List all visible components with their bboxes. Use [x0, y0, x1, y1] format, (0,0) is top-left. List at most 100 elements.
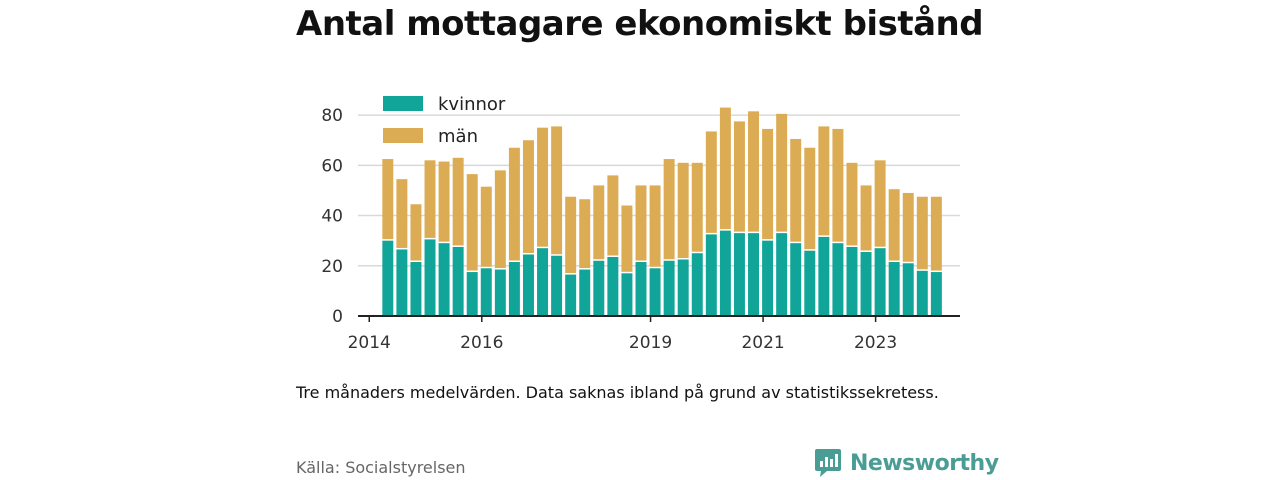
source-text: Källa: Socialstyrelsen — [296, 458, 466, 477]
bar-man — [438, 161, 450, 242]
x-tick-label: 2016 — [460, 333, 503, 353]
bar-kvinnor — [494, 269, 506, 316]
bar-man — [832, 128, 844, 242]
bar-man — [522, 140, 534, 253]
brand-logo: Newsworthy — [814, 446, 999, 480]
bar-man — [846, 162, 858, 246]
bar-kvinnor — [776, 233, 788, 316]
newsworthy-bar-chart-logo-icon — [815, 449, 841, 477]
bar-man — [551, 126, 563, 255]
bar-man — [565, 196, 577, 274]
bar-man — [790, 138, 802, 242]
bar-kvinnor — [410, 262, 422, 316]
bar-man — [930, 196, 942, 271]
bar-kvinnor — [719, 230, 731, 316]
bar-kvinnor — [790, 243, 802, 316]
bar-man — [733, 121, 745, 232]
bar-man — [537, 127, 549, 247]
bar-man — [452, 157, 464, 246]
bar-kvinnor — [888, 262, 900, 316]
bar-man — [621, 205, 633, 272]
y-tick-label: 80 — [321, 106, 343, 126]
y-tick-label: 0 — [332, 307, 343, 327]
legend-swatch — [383, 96, 423, 111]
bar-kvinnor — [396, 249, 408, 316]
bar-kvinnor — [733, 233, 745, 316]
bar-man — [762, 128, 774, 240]
bar-kvinnor — [902, 263, 914, 316]
bar-kvinnor — [804, 250, 816, 316]
bar-man — [818, 126, 830, 236]
bar-kvinnor — [635, 262, 647, 316]
bar-man — [466, 174, 478, 271]
legend-label: män — [438, 126, 478, 147]
bar-man — [888, 189, 900, 261]
bar-man — [494, 170, 506, 269]
legend-label: kvinnor — [438, 94, 506, 115]
bar-man — [804, 147, 816, 250]
bar-man — [649, 185, 661, 267]
bar-kvinnor — [452, 246, 464, 316]
bar-man — [635, 185, 647, 261]
bar-kvinnor — [522, 254, 534, 316]
bar-man — [748, 111, 760, 232]
bars — [382, 107, 942, 316]
x-tick-label: 2023 — [854, 333, 897, 353]
bar-kvinnor — [466, 272, 478, 316]
chart-note: Tre månaders medelvärden. Data saknas ib… — [296, 383, 939, 402]
bar-kvinnor — [874, 248, 886, 316]
bar-kvinnor — [762, 240, 774, 316]
bar-kvinnor — [607, 256, 619, 316]
bar-man — [916, 196, 928, 270]
bar-man — [607, 175, 619, 256]
bar-kvinnor — [860, 251, 872, 316]
bar-kvinnor — [621, 273, 633, 316]
bar-kvinnor — [677, 259, 689, 316]
bar-kvinnor — [382, 240, 394, 316]
bar-man — [663, 159, 675, 260]
bar-kvinnor — [480, 268, 492, 316]
y-tick-label: 60 — [321, 156, 343, 176]
bar-man — [874, 160, 886, 247]
bar-man — [382, 159, 394, 240]
bar-kvinnor — [565, 274, 577, 316]
stacked-bar-chart: 0 20 40 60 80 2014 2016 2019 2021 2023 kvinnor män — [321, 94, 960, 353]
y-tick-label: 20 — [321, 257, 343, 277]
bar-kvinnor — [579, 269, 591, 316]
bar-man — [593, 185, 605, 260]
bar-man — [860, 185, 872, 251]
chart-title: Antal mottagare ekonomiskt bistånd — [296, 4, 984, 44]
bar-man — [719, 107, 731, 230]
bar-kvinnor — [537, 248, 549, 316]
bar-kvinnor — [551, 255, 563, 316]
bar-kvinnor — [649, 268, 661, 316]
x-tick-label: 2021 — [741, 333, 784, 353]
bar-man — [677, 162, 689, 258]
legend-swatch — [383, 128, 423, 143]
bar-man — [776, 113, 788, 232]
bar-man — [691, 162, 703, 252]
x-tick-label: 2014 — [348, 333, 391, 353]
bar-kvinnor — [930, 272, 942, 316]
bar-kvinnor — [832, 243, 844, 316]
bar-kvinnor — [663, 260, 675, 316]
bar-man — [579, 199, 591, 269]
bar-man — [902, 192, 914, 262]
legend: kvinnor män — [383, 94, 506, 147]
bar-kvinnor — [705, 234, 717, 316]
bar-kvinnor — [916, 270, 928, 316]
bar-man — [424, 160, 436, 238]
bar-man — [705, 131, 717, 233]
bar-man — [410, 204, 422, 261]
bar-man — [508, 147, 520, 261]
bar-kvinnor — [593, 260, 605, 316]
x-tick-label: 2019 — [629, 333, 672, 353]
axes: 0 20 40 60 80 2014 2016 2019 2021 2023 — [321, 106, 960, 353]
bar-kvinnor — [424, 239, 436, 316]
bar-kvinnor — [691, 253, 703, 316]
bar-kvinnor — [846, 246, 858, 316]
bar-kvinnor — [818, 236, 830, 316]
y-tick-label: 40 — [321, 207, 343, 227]
bar-kvinnor — [508, 262, 520, 316]
bar-man — [396, 179, 408, 248]
